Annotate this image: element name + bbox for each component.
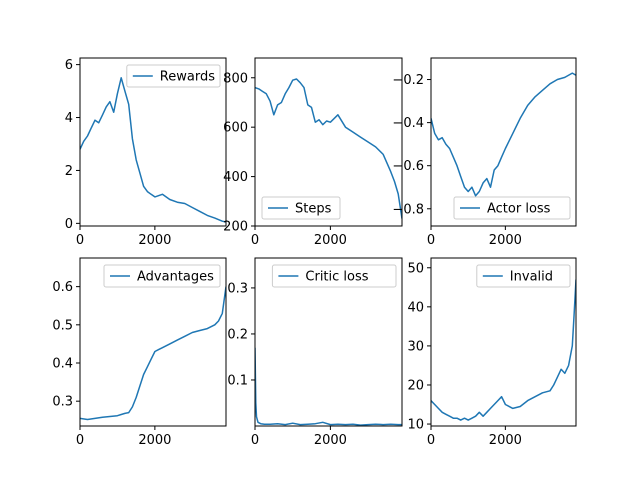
x-tick-label: 2000	[138, 433, 171, 448]
legend-label: Actor loss	[487, 202, 551, 217]
x-tick-label: 0	[251, 233, 259, 248]
x-tick-label: 0	[427, 433, 435, 448]
legend-frame	[261, 196, 341, 220]
x-tick-label: 2000	[489, 433, 522, 448]
y-tick-label: 20	[407, 378, 424, 393]
y-tick-label: 0.3	[52, 395, 73, 410]
legend-label: Invalid	[510, 270, 553, 285]
y-tick-label: 0.6	[52, 280, 73, 295]
legend-frame	[271, 264, 397, 288]
legend-frame	[103, 264, 221, 288]
legend: Rewards	[126, 64, 221, 88]
y-tick-label: 600	[223, 121, 248, 136]
y-tick-label: −0.2	[392, 73, 424, 88]
legend-frame	[476, 264, 571, 288]
y-tick-label: 0.2	[227, 327, 248, 342]
x-tick-label: 2000	[314, 233, 347, 248]
legend: Steps	[261, 196, 341, 220]
subplot-1: 0 2000 0 2 4 6 Rewards	[65, 57, 227, 248]
series-line-actor-loss	[431, 72, 576, 197]
y-tick-label: 30	[407, 339, 424, 354]
axes-frame	[254, 57, 403, 227]
y-tick-label: 800	[223, 71, 248, 86]
y-tick-label: 400	[223, 170, 248, 185]
series-line-critic-loss	[255, 347, 402, 426]
legend-label: Advantages	[137, 270, 214, 285]
legend: Actor loss	[453, 196, 571, 220]
subplot-4: 0 2000 0.3 0.4 0.5 0.6 Advantages	[52, 257, 227, 448]
y-tick-label: 10	[407, 418, 424, 433]
y-tick-label: 4	[65, 111, 73, 126]
axes-frame	[79, 257, 227, 427]
x-tick-label: 0	[251, 433, 259, 448]
series-line-steps	[255, 78, 402, 219]
x-tick-label: 0	[76, 433, 84, 448]
x-tick-label: 2000	[138, 233, 171, 248]
y-tick-label: 40	[407, 300, 424, 315]
x-tick-label: 2000	[314, 433, 347, 448]
y-tick-label: 50	[407, 261, 424, 276]
y-tick-label: 2	[65, 164, 73, 179]
x-tick-label: 0	[427, 233, 435, 248]
subplot-2: 0 2000 200 400 600 800 Steps	[223, 57, 403, 248]
axes-frame	[430, 57, 577, 227]
x-tick-label: 0	[76, 233, 84, 248]
y-tick-label: −0.8	[392, 202, 424, 217]
y-tick-label: 200	[223, 220, 248, 235]
subplot-6: 0 2000 10 20 30 40 50 Invalid	[407, 257, 577, 448]
series-line-invalid	[431, 279, 576, 421]
legend-frame	[453, 196, 571, 220]
x-tick-label: 2000	[489, 233, 522, 248]
y-tick-label: 0.3	[227, 281, 248, 296]
legend-label: Critic loss	[305, 270, 368, 285]
axes-frame	[79, 57, 227, 227]
axes-frame	[430, 257, 577, 427]
subplot-5: 0 2000 0.1 0.2 0.3 Critic loss	[227, 257, 403, 448]
y-tick-label: 0.4	[52, 357, 73, 372]
y-tick-label: 0	[65, 217, 73, 232]
y-tick-label: −0.4	[392, 116, 424, 131]
y-tick-label: −0.6	[392, 159, 424, 174]
series-line-rewards	[80, 77, 226, 223]
axes-frame	[254, 257, 403, 427]
series-line-advantages	[80, 286, 226, 421]
legend: Invalid	[476, 264, 571, 288]
y-tick-label: 0.5	[52, 318, 73, 333]
y-tick-label: 0.1	[227, 373, 248, 388]
legend-label: Rewards	[160, 70, 215, 85]
y-tick-label: 6	[65, 58, 73, 73]
legend-label: Steps	[295, 202, 332, 217]
legend-frame	[126, 64, 221, 88]
subplot-3: 0 2000 −0.8 −0.6 −0.4 −0.2 Actor loss	[392, 57, 577, 248]
legend: Advantages	[103, 264, 221, 288]
legend: Critic loss	[271, 264, 397, 288]
